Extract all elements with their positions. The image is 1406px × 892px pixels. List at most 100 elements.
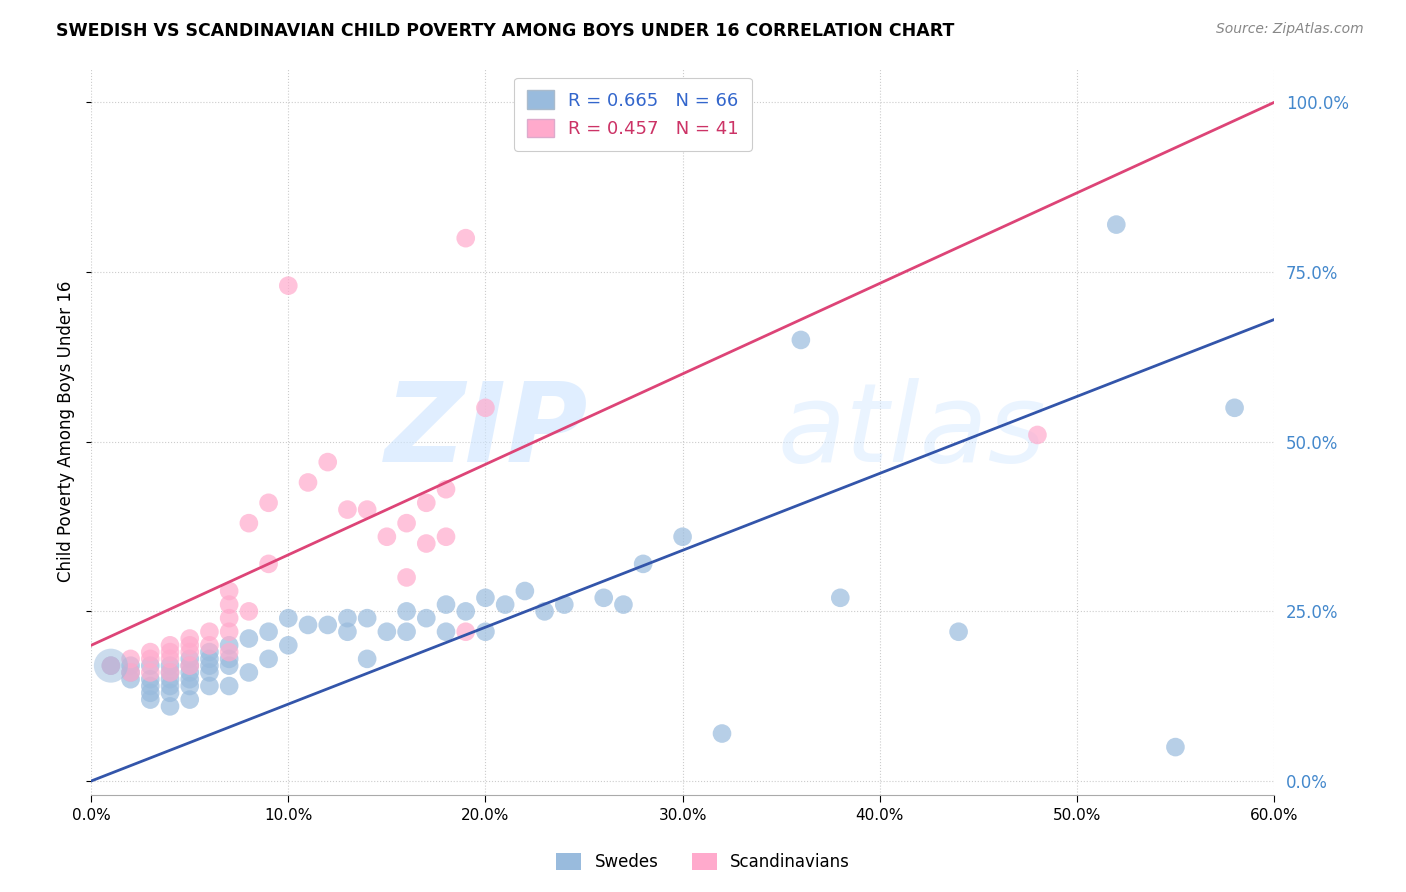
Point	[159, 672, 181, 686]
Point	[238, 632, 260, 646]
Point	[218, 679, 240, 693]
Point	[1223, 401, 1246, 415]
Point	[198, 665, 221, 680]
Point	[257, 557, 280, 571]
Point	[100, 658, 122, 673]
Point	[356, 652, 378, 666]
Point	[415, 496, 437, 510]
Point	[474, 624, 496, 639]
Point	[454, 604, 477, 618]
Point	[238, 604, 260, 618]
Point	[139, 679, 162, 693]
Point	[277, 611, 299, 625]
Point	[434, 598, 457, 612]
Point	[257, 496, 280, 510]
Point	[336, 624, 359, 639]
Point	[159, 652, 181, 666]
Point	[159, 638, 181, 652]
Point	[434, 482, 457, 496]
Point	[179, 672, 201, 686]
Point	[159, 665, 181, 680]
Point	[198, 638, 221, 652]
Point	[375, 624, 398, 639]
Point	[592, 591, 614, 605]
Point	[120, 665, 142, 680]
Point	[218, 638, 240, 652]
Point	[179, 679, 201, 693]
Point	[395, 516, 418, 531]
Point	[434, 624, 457, 639]
Point	[120, 665, 142, 680]
Point	[179, 665, 201, 680]
Text: atlas: atlas	[778, 378, 1046, 485]
Point	[179, 692, 201, 706]
Point	[120, 672, 142, 686]
Point	[198, 658, 221, 673]
Point	[297, 475, 319, 490]
Point	[100, 658, 122, 673]
Point	[218, 611, 240, 625]
Point	[218, 658, 240, 673]
Point	[612, 598, 634, 612]
Point	[631, 557, 654, 571]
Point	[218, 645, 240, 659]
Point	[395, 570, 418, 584]
Point	[179, 632, 201, 646]
Point	[415, 611, 437, 625]
Point	[238, 516, 260, 531]
Point	[179, 658, 201, 673]
Point	[454, 624, 477, 639]
Point	[139, 686, 162, 700]
Point	[1164, 740, 1187, 755]
Point	[139, 652, 162, 666]
Point	[139, 672, 162, 686]
Point	[474, 401, 496, 415]
Point	[120, 658, 142, 673]
Point	[179, 658, 201, 673]
Y-axis label: Child Poverty Among Boys Under 16: Child Poverty Among Boys Under 16	[58, 281, 75, 582]
Point	[159, 645, 181, 659]
Text: ZIP: ZIP	[384, 378, 588, 485]
Point	[336, 502, 359, 516]
Point	[159, 665, 181, 680]
Point	[179, 652, 201, 666]
Point	[474, 591, 496, 605]
Text: Source: ZipAtlas.com: Source: ZipAtlas.com	[1216, 22, 1364, 37]
Point	[238, 665, 260, 680]
Point	[533, 604, 555, 618]
Point	[179, 638, 201, 652]
Point	[159, 699, 181, 714]
Point	[139, 665, 162, 680]
Point	[159, 686, 181, 700]
Point	[356, 502, 378, 516]
Legend: Swedes, Scandinavians: Swedes, Scandinavians	[548, 845, 858, 880]
Point	[454, 231, 477, 245]
Point	[257, 652, 280, 666]
Point	[139, 645, 162, 659]
Point	[415, 536, 437, 550]
Point	[159, 658, 181, 673]
Point	[336, 611, 359, 625]
Point	[494, 598, 516, 612]
Text: SWEDISH VS SCANDINAVIAN CHILD POVERTY AMONG BOYS UNDER 16 CORRELATION CHART: SWEDISH VS SCANDINAVIAN CHILD POVERTY AM…	[56, 22, 955, 40]
Point	[316, 455, 339, 469]
Point	[277, 638, 299, 652]
Point	[671, 530, 693, 544]
Point	[553, 598, 575, 612]
Point	[356, 611, 378, 625]
Point	[1026, 428, 1049, 442]
Point	[257, 624, 280, 639]
Point	[139, 692, 162, 706]
Point	[948, 624, 970, 639]
Point	[218, 598, 240, 612]
Point	[218, 584, 240, 599]
Point	[1105, 218, 1128, 232]
Point	[198, 679, 221, 693]
Point	[218, 624, 240, 639]
Point	[297, 618, 319, 632]
Point	[139, 658, 162, 673]
Point	[395, 624, 418, 639]
Point	[198, 624, 221, 639]
Point	[159, 679, 181, 693]
Point	[120, 652, 142, 666]
